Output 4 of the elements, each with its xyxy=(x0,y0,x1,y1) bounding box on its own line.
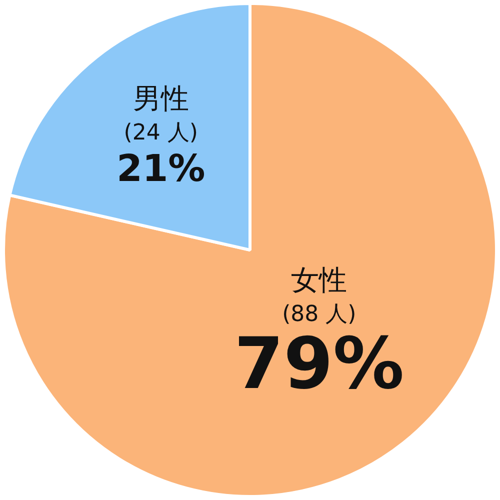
data-label: (88 人) 79% xyxy=(234,302,404,406)
slice-label: 女性 xyxy=(291,264,348,297)
slice-label: 男性 xyxy=(132,82,189,116)
data-label: (24 人) 21% xyxy=(116,120,206,190)
